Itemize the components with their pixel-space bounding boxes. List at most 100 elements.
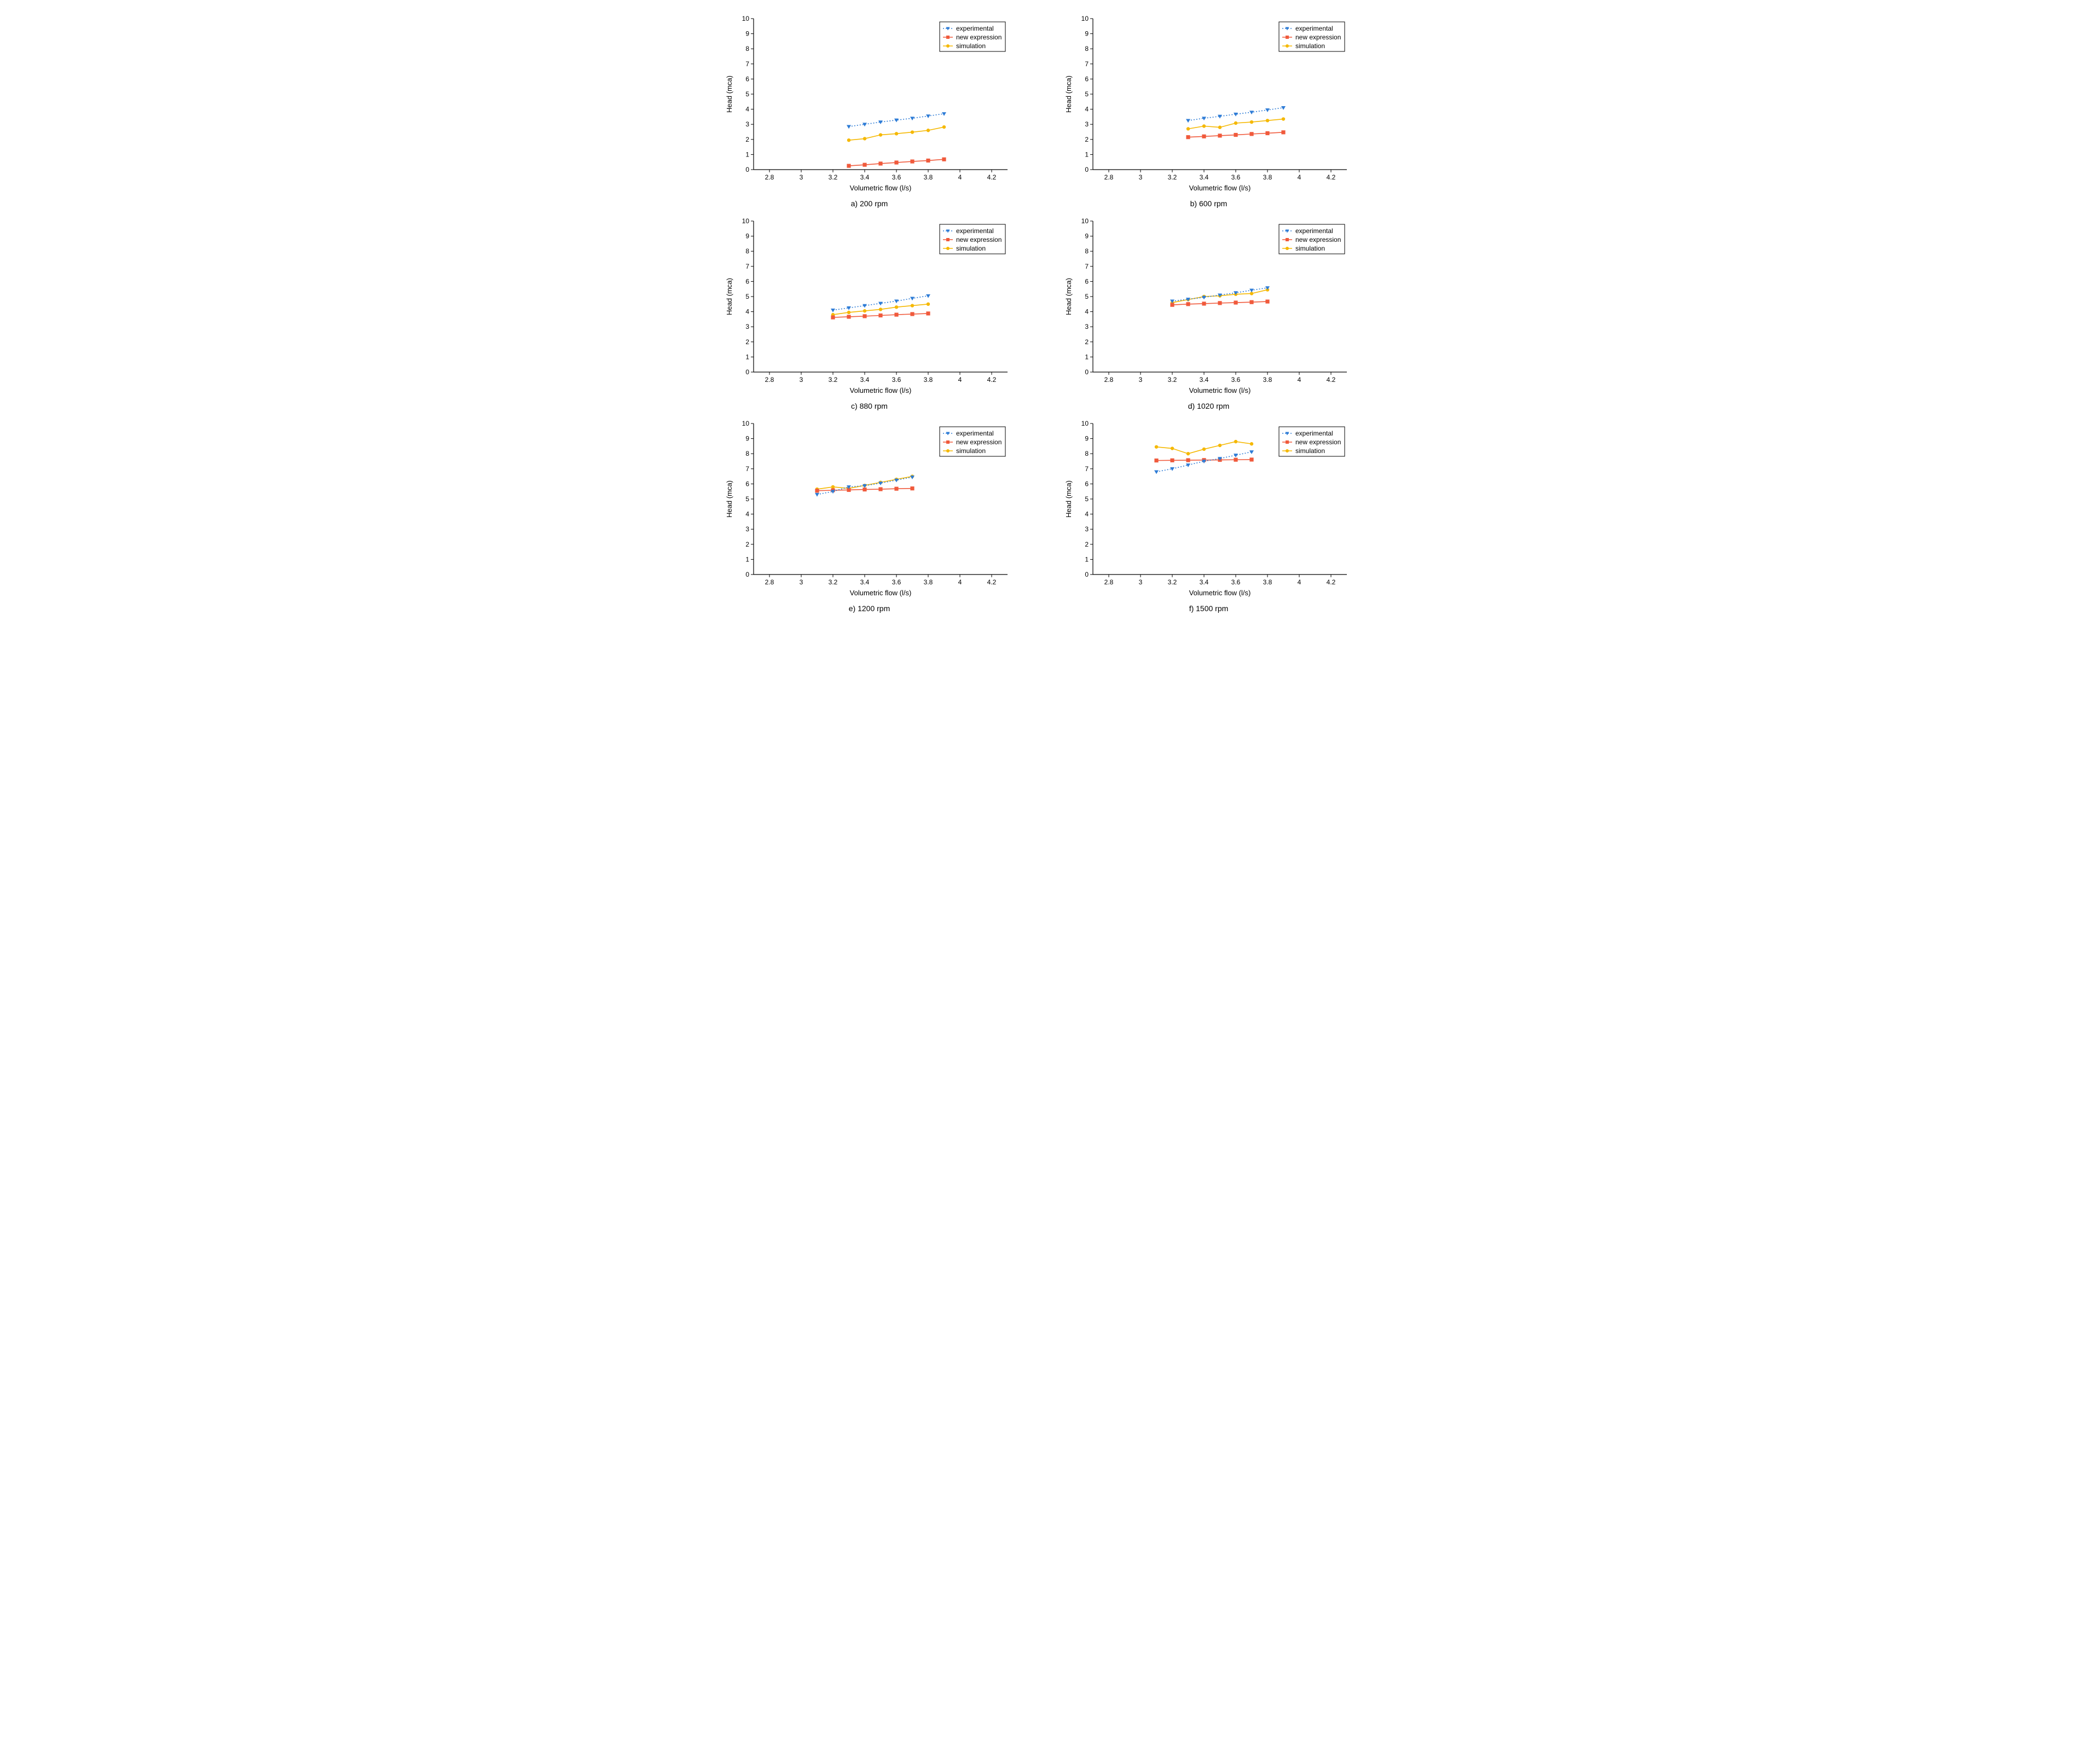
svg-text:4: 4 (1085, 106, 1089, 113)
svg-text:4: 4 (958, 173, 962, 181)
svg-text:7: 7 (745, 465, 749, 473)
svg-text:3.6: 3.6 (892, 376, 901, 384)
svg-text:4.2: 4.2 (1326, 173, 1335, 181)
chart-caption: e) 1200 rpm (849, 604, 890, 613)
svg-text:3.2: 3.2 (828, 578, 837, 586)
svg-text:7: 7 (1085, 263, 1089, 270)
svg-text:5: 5 (745, 495, 749, 503)
svg-text:new expression: new expression (956, 438, 1002, 446)
x-axis-label: Volumetric flow (l/s) (1189, 386, 1251, 394)
legend: experimentalnew expressionsimulation (1279, 224, 1345, 254)
svg-text:4: 4 (745, 308, 749, 316)
x-axis-label: Volumetric flow (l/s) (849, 589, 911, 597)
y-axis-label: Head (mca) (1064, 76, 1073, 113)
svg-text:new expression: new expression (1295, 236, 1341, 243)
svg-text:0: 0 (1085, 368, 1089, 376)
svg-text:3.4: 3.4 (860, 376, 869, 384)
svg-text:4: 4 (1085, 308, 1089, 316)
svg-text:10: 10 (742, 420, 749, 427)
svg-text:4: 4 (1297, 578, 1301, 586)
svg-text:2.8: 2.8 (765, 376, 774, 384)
svg-text:experimental: experimental (1295, 25, 1333, 32)
svg-text:3: 3 (1085, 120, 1089, 128)
svg-text:3.4: 3.4 (860, 578, 869, 586)
svg-text:3: 3 (1085, 323, 1089, 330)
legend: experimentalnew expressionsimulation (940, 427, 1005, 456)
chart-caption: f) 1500 rpm (1189, 604, 1229, 613)
svg-text:3.4: 3.4 (1199, 173, 1208, 181)
svg-text:7: 7 (745, 263, 749, 270)
legend: experimentalnew expressionsimulation (940, 224, 1005, 254)
svg-text:10: 10 (742, 217, 749, 225)
chart-cell: 0123456789102.833.23.43.63.844.2Head (mc… (1050, 416, 1368, 613)
svg-text:1: 1 (745, 555, 749, 563)
y-axis-label: Head (mca) (725, 480, 733, 518)
svg-text:7: 7 (1085, 465, 1089, 473)
svg-text:4: 4 (745, 510, 749, 518)
svg-text:3: 3 (799, 578, 803, 586)
svg-text:3.8: 3.8 (1263, 173, 1272, 181)
chart-cell: 0123456789102.833.23.43.63.844.2Head (mc… (711, 213, 1028, 410)
svg-text:6: 6 (1085, 480, 1089, 488)
svg-text:3: 3 (799, 173, 803, 181)
svg-text:0: 0 (745, 368, 749, 376)
svg-text:2.8: 2.8 (1104, 173, 1113, 181)
svg-text:4: 4 (1297, 173, 1301, 181)
svg-text:3.8: 3.8 (923, 376, 933, 384)
svg-text:2.8: 2.8 (1104, 578, 1113, 586)
line-chart: 0123456789102.833.23.43.63.844.2Head (mc… (1061, 213, 1357, 399)
legend: experimentalnew expressionsimulation (940, 22, 1005, 51)
svg-text:1: 1 (1085, 150, 1089, 158)
svg-text:9: 9 (745, 30, 749, 38)
svg-text:1: 1 (1085, 353, 1089, 361)
svg-text:9: 9 (745, 435, 749, 443)
svg-text:7: 7 (745, 60, 749, 68)
svg-text:4: 4 (958, 376, 962, 384)
svg-text:1: 1 (745, 150, 749, 158)
svg-text:10: 10 (742, 15, 749, 22)
svg-text:simulation: simulation (956, 245, 986, 252)
svg-text:experimental: experimental (1295, 430, 1333, 437)
line-chart: 0123456789102.833.23.43.63.844.2Head (mc… (1061, 11, 1357, 197)
svg-text:4.2: 4.2 (1326, 578, 1335, 586)
svg-text:1: 1 (1085, 555, 1089, 563)
svg-text:1: 1 (745, 353, 749, 361)
svg-text:3.6: 3.6 (892, 173, 901, 181)
svg-text:9: 9 (1085, 30, 1089, 38)
svg-text:3.2: 3.2 (1167, 173, 1177, 181)
svg-text:6: 6 (1085, 75, 1089, 83)
svg-text:6: 6 (745, 75, 749, 83)
charts-grid: 0123456789102.833.23.43.63.844.2Head (mc… (711, 11, 1368, 613)
line-chart: 0123456789102.833.23.43.63.844.2Head (mc… (722, 416, 1017, 602)
svg-text:3: 3 (1138, 173, 1142, 181)
svg-text:3: 3 (1138, 578, 1142, 586)
y-axis-label: Head (mca) (1064, 278, 1073, 315)
svg-text:5: 5 (745, 293, 749, 300)
svg-text:3.8: 3.8 (1263, 376, 1272, 384)
legend: experimentalnew expressionsimulation (1279, 22, 1345, 51)
svg-text:8: 8 (745, 450, 749, 457)
svg-text:3: 3 (745, 120, 749, 128)
x-axis-label: Volumetric flow (l/s) (849, 184, 911, 192)
chart-cell: 0123456789102.833.23.43.63.844.2Head (mc… (711, 416, 1028, 613)
chart-caption: b) 600 rpm (1190, 199, 1228, 208)
svg-text:2: 2 (1085, 338, 1089, 346)
svg-text:experimental: experimental (956, 25, 994, 32)
line-chart: 0123456789102.833.23.43.63.844.2Head (mc… (1061, 416, 1357, 602)
svg-text:3.8: 3.8 (923, 173, 933, 181)
svg-text:simulation: simulation (1295, 245, 1325, 252)
svg-text:3: 3 (745, 323, 749, 330)
svg-text:3.6: 3.6 (1231, 578, 1240, 586)
svg-text:4: 4 (958, 578, 962, 586)
x-axis-label: Volumetric flow (l/s) (1189, 589, 1251, 597)
svg-text:8: 8 (1085, 450, 1089, 457)
svg-text:8: 8 (1085, 45, 1089, 53)
svg-text:4: 4 (1085, 510, 1089, 518)
chart-cell: 0123456789102.833.23.43.63.844.2Head (mc… (711, 11, 1028, 208)
svg-text:simulation: simulation (956, 447, 986, 455)
svg-text:10: 10 (1081, 420, 1089, 427)
svg-text:4.2: 4.2 (987, 376, 996, 384)
y-axis-label: Head (mca) (725, 278, 733, 315)
line-chart: 0123456789102.833.23.43.63.844.2Head (mc… (722, 213, 1017, 399)
svg-text:5: 5 (745, 90, 749, 98)
